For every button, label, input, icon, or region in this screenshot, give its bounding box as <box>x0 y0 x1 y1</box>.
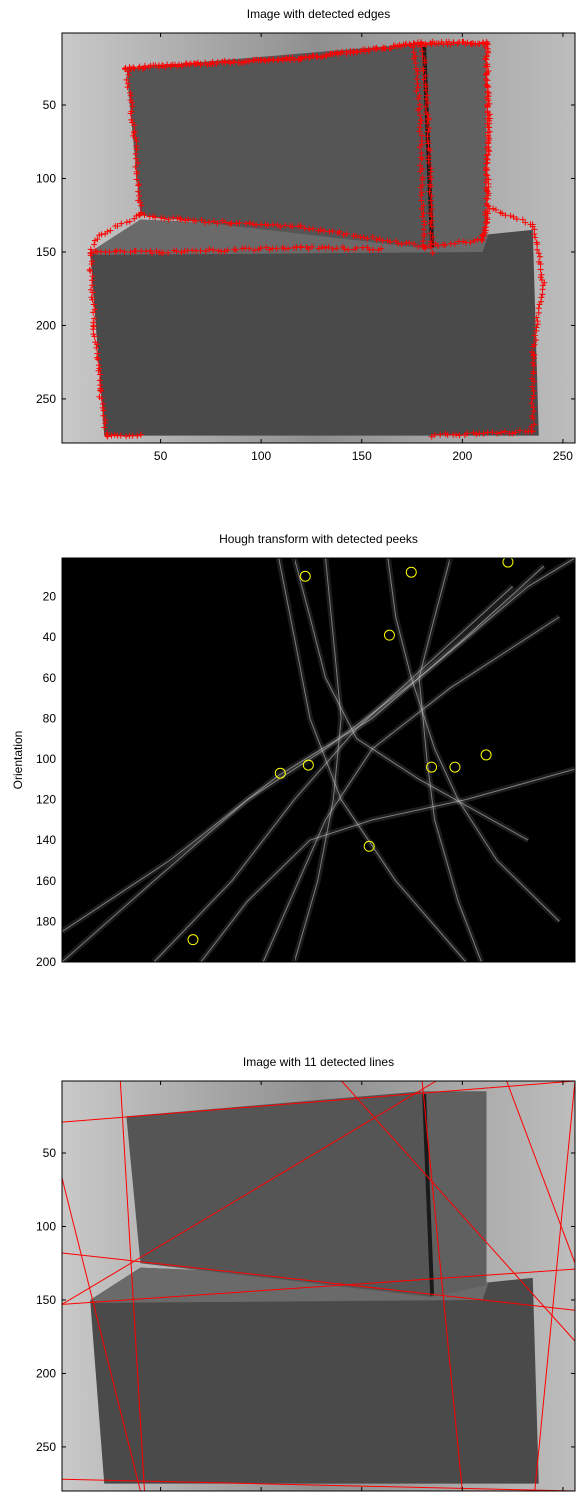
y-tick-label: 100 <box>36 171 56 185</box>
hough-background <box>62 558 575 962</box>
lines-chart: 5010015020025050100150200250Image with 1… <box>0 1000 581 1492</box>
y-tick-label: 40 <box>43 630 57 644</box>
x-tick-label: 200 <box>362 968 382 970</box>
y-tick-label: 150 <box>36 245 56 259</box>
x-tick-label: 50 <box>132 968 146 970</box>
x-tick-label: 100 <box>206 968 226 970</box>
y-tick-label: 250 <box>36 1440 56 1454</box>
y-tick-label: 20 <box>43 590 57 604</box>
chart-title: Image with detected edges <box>247 7 390 21</box>
y-tick-label: 100 <box>36 752 56 766</box>
chart-title: Image with 11 detected lines <box>243 1055 394 1069</box>
x-tick-label: 150 <box>352 449 372 463</box>
lines-chart-svg: 5010015020025050100150200250Image with 1… <box>0 1000 581 1492</box>
y-tick-label: 200 <box>36 955 56 969</box>
x-tick-label: 300 <box>518 968 538 970</box>
chart-title: Hough transform with detected peeks <box>219 532 418 546</box>
x-tick-label: 50 <box>154 449 168 463</box>
top-box-front <box>126 1091 432 1297</box>
edges-chart-svg: 50 100 150 200 250 50 100 150 200 250 Image with d… <box>0 0 581 475</box>
hough-chart: 50 100 150 200 250 300 20 40 60 80 100 120 140 160 180… <box>0 490 581 970</box>
y-tick-label: 60 <box>43 671 57 685</box>
y-axis-label: Orientation <box>11 731 25 790</box>
x-tick-label: 200 <box>452 449 472 463</box>
y-tick-label: 50 <box>43 1146 57 1160</box>
x-tick-label: 150 <box>284 968 304 970</box>
y-tick-label: 200 <box>36 1366 56 1380</box>
y-tick-label: 80 <box>43 711 57 725</box>
y-tick-label: 120 <box>36 793 56 807</box>
y-tick-label: 180 <box>36 914 56 928</box>
x-tick-label: 250 <box>553 449 573 463</box>
y-tick-label: 160 <box>36 874 56 888</box>
x-tick-label: 250 <box>440 968 460 970</box>
hough-chart-svg: 50 100 150 200 250 300 20 40 60 80 100 120 140 160 180… <box>0 490 581 970</box>
edges-chart: 50 100 150 200 250 50 100 150 200 250 Image with d… <box>0 0 581 475</box>
y-tick-label: 50 <box>43 98 57 112</box>
y-tick-label: 200 <box>36 318 56 332</box>
y-tick-label: 140 <box>36 833 56 847</box>
y-tick-label: 250 <box>36 392 56 406</box>
y-tick-label: 150 <box>36 1293 56 1307</box>
y-tick-label: 100 <box>36 1219 56 1233</box>
x-tick-label: 100 <box>251 449 271 463</box>
